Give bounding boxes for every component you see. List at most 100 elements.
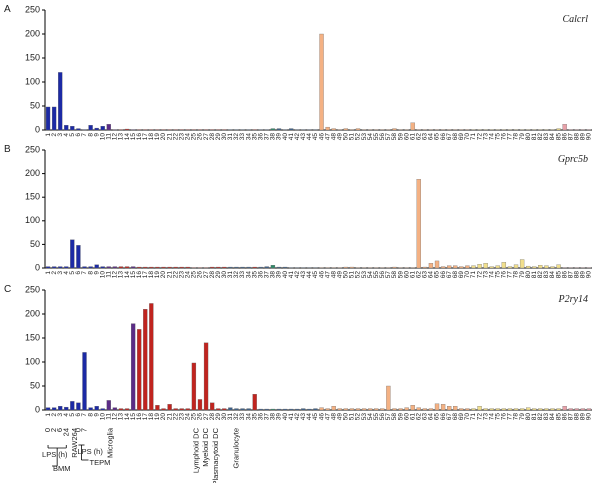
bar: [416, 407, 421, 411]
bar: [434, 260, 440, 269]
bar: [368, 408, 373, 411]
x-tick-label: 81: [531, 133, 538, 141]
bar: [58, 72, 63, 131]
x-tick-label: 15: [130, 133, 137, 141]
x-tick-label: 28: [209, 133, 216, 141]
bar: [167, 404, 172, 411]
x-tick-label: 73: [482, 413, 489, 421]
lps-time: 2: [49, 428, 58, 432]
x-tick-label: 18: [148, 413, 155, 421]
x-tick-label: 90: [586, 413, 593, 421]
x-tick-label: 80: [525, 413, 532, 421]
bar: [94, 127, 99, 131]
x-tick-label: 42: [294, 271, 301, 279]
gene-name: Calcrl: [562, 14, 588, 25]
x-tick-label: 37: [264, 413, 271, 421]
x-tick-label: 30: [221, 271, 228, 279]
x-tick-label: 45: [312, 413, 319, 421]
bar: [355, 408, 361, 411]
x-tick-label: 47: [324, 413, 331, 421]
x-tick-label: 61: [409, 413, 416, 421]
x-tick-label: 2: [51, 133, 58, 137]
x-tick-label: 48: [330, 271, 337, 279]
x-tick-label: 74: [488, 271, 495, 279]
y-tick-label: 50: [30, 100, 40, 110]
bar: [349, 266, 355, 269]
y-tick-label: 100: [25, 215, 40, 225]
x-tick-label: 14: [124, 271, 131, 279]
cell-label: Lymphoid DC: [191, 427, 200, 473]
bar: [532, 408, 537, 411]
bar: [550, 408, 555, 411]
x-tick-label: 4: [63, 133, 70, 137]
bar: [167, 266, 172, 269]
bar: [161, 408, 166, 411]
x-tick-label: 19: [154, 413, 161, 421]
bar: [556, 264, 561, 269]
panel-label: C: [4, 284, 11, 295]
bar: [526, 407, 531, 411]
x-tick-label: 9: [93, 133, 100, 137]
bar: [64, 266, 69, 269]
x-tick-label: 43: [300, 271, 307, 279]
x-tick-label: 80: [525, 271, 532, 279]
x-tick-label: 76: [501, 271, 508, 279]
bar: [422, 266, 428, 269]
x-tick-label: 88: [574, 413, 581, 421]
x-tick-label: 11: [106, 271, 113, 278]
bar: [465, 265, 470, 269]
x-tick-label: 58: [391, 413, 398, 421]
x-tick-label: 17: [142, 271, 149, 279]
x-tick-label: 22: [172, 133, 179, 141]
x-tick-label: 18: [148, 133, 155, 141]
x-tick-label: 85: [555, 271, 562, 279]
x-tick-label: 35: [251, 413, 258, 421]
x-tick-label: 50: [343, 133, 350, 141]
group-label: BMM: [53, 464, 71, 473]
y-tick-label: 150: [25, 332, 40, 342]
x-tick-label: 82: [537, 413, 544, 421]
cell-label: Plasmacytoid DC: [211, 427, 220, 483]
x-tick-label: 45: [312, 133, 319, 141]
x-tick-label: 10: [99, 271, 106, 279]
bar: [307, 408, 312, 411]
x-tick-label: 61: [409, 271, 416, 279]
x-tick-label: 13: [118, 271, 125, 279]
x-tick-label: 74: [488, 413, 495, 421]
y-tick-label: 150: [25, 192, 40, 202]
bar: [343, 128, 349, 131]
bar: [264, 408, 269, 411]
bar: [58, 266, 63, 269]
x-tick-label: 73: [482, 271, 489, 279]
bar: [264, 266, 269, 269]
x-tick-label: 51: [349, 133, 356, 141]
bar: [112, 266, 118, 269]
bar: [130, 323, 136, 411]
panel-label: B: [4, 144, 11, 155]
bar: [501, 408, 507, 411]
x-tick-label: 78: [513, 271, 520, 279]
lps-time: 6: [55, 428, 64, 432]
x-tick-label: 17: [142, 133, 149, 141]
bar: [112, 407, 118, 411]
x-tick-label: 16: [136, 271, 143, 279]
x-tick-label: 2: [51, 271, 58, 275]
x-tick-label: 65: [434, 133, 441, 141]
y-tick-label: 50: [30, 239, 40, 249]
bar: [447, 406, 452, 411]
x-tick-label: 75: [495, 271, 502, 279]
bar: [550, 266, 555, 269]
bar: [538, 408, 543, 411]
x-tick-label: 32: [233, 133, 240, 141]
bar: [179, 266, 184, 269]
bar: [100, 266, 105, 269]
bar: [106, 124, 111, 131]
x-tick-label: 30: [221, 133, 228, 141]
tepm-time: 7: [79, 428, 88, 432]
x-tick-label: 26: [197, 133, 204, 141]
x-tick-label: 52: [355, 271, 362, 279]
gene-name: Gprc5b: [558, 154, 588, 165]
bar: [337, 408, 342, 411]
bar: [179, 408, 184, 411]
x-tick-label: 57: [385, 133, 392, 141]
